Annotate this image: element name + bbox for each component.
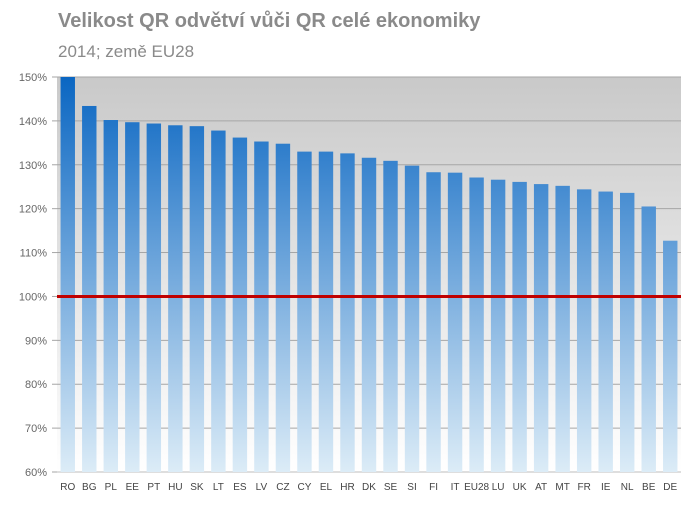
y-tick-label: 110% bbox=[20, 248, 48, 260]
bar-ie bbox=[598, 191, 613, 473]
bar-it bbox=[447, 172, 463, 472]
x-tick-label: HU bbox=[168, 482, 182, 493]
x-tick-label: SE bbox=[384, 482, 398, 493]
x-tick-label: CY bbox=[297, 482, 311, 493]
x-tick-label: UK bbox=[513, 482, 527, 493]
x-tick-label: PT bbox=[147, 482, 160, 493]
x-tick-label: IE bbox=[601, 482, 611, 493]
bar-es bbox=[232, 137, 248, 473]
bar-cz bbox=[275, 143, 291, 472]
bar-cy bbox=[297, 151, 312, 472]
x-tick-label: IT bbox=[451, 482, 460, 493]
x-tick-label: BG bbox=[82, 482, 97, 493]
bar-nl bbox=[619, 192, 635, 472]
bar-fi bbox=[426, 172, 441, 472]
x-tick-label: ES bbox=[233, 482, 247, 493]
bar-lv bbox=[254, 141, 269, 472]
bar-si bbox=[404, 165, 420, 472]
bar-dk bbox=[361, 157, 377, 472]
x-tick-label: DE bbox=[663, 482, 677, 493]
bar-eu28 bbox=[469, 177, 484, 472]
bar-hu bbox=[168, 125, 183, 473]
bar-de bbox=[663, 240, 678, 472]
chart-subtitle: 2014; země EU28 bbox=[58, 42, 195, 61]
y-tick-label: 150% bbox=[19, 72, 47, 84]
chart-title: Velikost QR odvětví vůči QR celé ekonomi… bbox=[58, 10, 481, 32]
bar-uk bbox=[512, 181, 527, 472]
bar-bg bbox=[82, 105, 97, 472]
bar-mt bbox=[555, 185, 570, 472]
x-tick-label: EU28 bbox=[464, 482, 489, 493]
bar-ro bbox=[60, 77, 75, 472]
x-tick-label: EE bbox=[126, 482, 140, 493]
y-tick-label: 140% bbox=[19, 116, 47, 128]
x-tick-label: LV bbox=[256, 482, 268, 493]
bar-fr bbox=[576, 189, 592, 472]
bar-hr bbox=[340, 153, 355, 472]
y-tick-label: 130% bbox=[19, 160, 47, 172]
bar-el bbox=[318, 151, 334, 472]
x-tick-label: LU bbox=[492, 482, 505, 493]
x-tick-label: LT bbox=[213, 482, 224, 493]
x-tick-label: HR bbox=[340, 482, 354, 493]
x-tick-label: SK bbox=[190, 482, 204, 493]
bar-lt bbox=[211, 130, 226, 473]
x-tick-label: EL bbox=[320, 482, 333, 493]
y-tick-label: 70% bbox=[25, 423, 47, 435]
x-tick-label: MT bbox=[555, 482, 569, 493]
y-tick-label: 120% bbox=[19, 204, 47, 216]
x-tick-label: FI bbox=[429, 482, 438, 493]
y-tick-label: 80% bbox=[25, 379, 47, 391]
x-tick-label: BE bbox=[642, 482, 656, 493]
x-tick-label: AT bbox=[535, 482, 547, 493]
y-tick-label: 90% bbox=[25, 335, 47, 347]
bar-be bbox=[641, 206, 656, 472]
bar-se bbox=[383, 160, 398, 473]
x-tick-label: FR bbox=[578, 482, 591, 493]
x-tick-label: NL bbox=[621, 482, 634, 493]
y-tick-label: 60% bbox=[25, 467, 47, 479]
y-tick-label: 100% bbox=[19, 291, 47, 303]
x-tick-label: CZ bbox=[276, 482, 289, 493]
x-tick-label: PL bbox=[105, 482, 118, 493]
bar-at bbox=[533, 184, 549, 473]
x-tick-label: SI bbox=[407, 482, 416, 493]
bar-lu bbox=[490, 179, 506, 472]
x-tick-label: RO bbox=[60, 482, 75, 493]
bar-sk bbox=[189, 126, 205, 473]
x-tick-label: DK bbox=[362, 482, 376, 493]
